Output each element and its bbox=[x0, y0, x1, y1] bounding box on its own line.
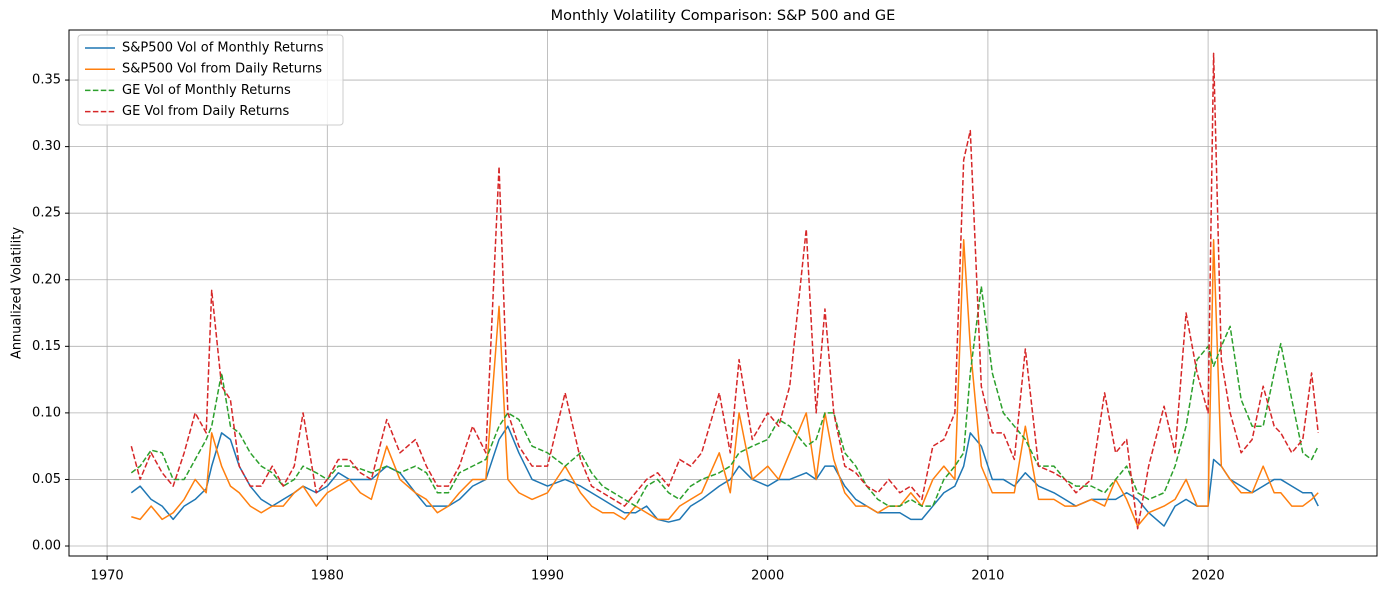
plot-frame bbox=[68, 29, 1378, 557]
y-tick-label: 0.10 bbox=[32, 405, 61, 420]
y-axis-label: Annualized Volatility bbox=[10, 227, 25, 359]
y-tick-label: 0.00 bbox=[32, 539, 61, 554]
y-tick-label: 0.15 bbox=[32, 339, 61, 354]
series-line bbox=[130, 52, 1319, 530]
plot-lines bbox=[130, 52, 1319, 530]
legend: S&P500 Vol of Monthly Returns S&P500 Vol … bbox=[77, 34, 344, 126]
y-tick-label: 0.20 bbox=[32, 272, 61, 287]
y-tick-label: 0.05 bbox=[32, 472, 61, 487]
x-tick-label: 1990 bbox=[531, 569, 564, 584]
legend-box bbox=[77, 34, 344, 126]
series-line bbox=[130, 285, 1319, 507]
y-tick-label: 0.30 bbox=[32, 139, 61, 154]
x-tick-label: 1980 bbox=[311, 569, 344, 584]
x-tick-label: 2000 bbox=[751, 569, 784, 584]
legend-label: GE Vol of Monthly Returns bbox=[122, 83, 291, 98]
x-tick-label: 1970 bbox=[91, 569, 124, 584]
x-tick-label: 2020 bbox=[1192, 569, 1225, 584]
legend-label: GE Vol from Daily Returns bbox=[122, 104, 290, 119]
series-line bbox=[131, 239, 1319, 527]
legend-label: S&P500 Vol of Monthly Returns bbox=[122, 41, 324, 56]
chart-title: Monthly Volatility Comparison: S&P 500 a… bbox=[551, 8, 896, 24]
y-tick-label: 0.35 bbox=[32, 73, 61, 88]
x-tick-label: 2010 bbox=[971, 569, 1004, 584]
y-tick-label: 0.25 bbox=[32, 206, 61, 221]
legend-label: S&P500 Vol from Daily Returns bbox=[122, 62, 322, 77]
